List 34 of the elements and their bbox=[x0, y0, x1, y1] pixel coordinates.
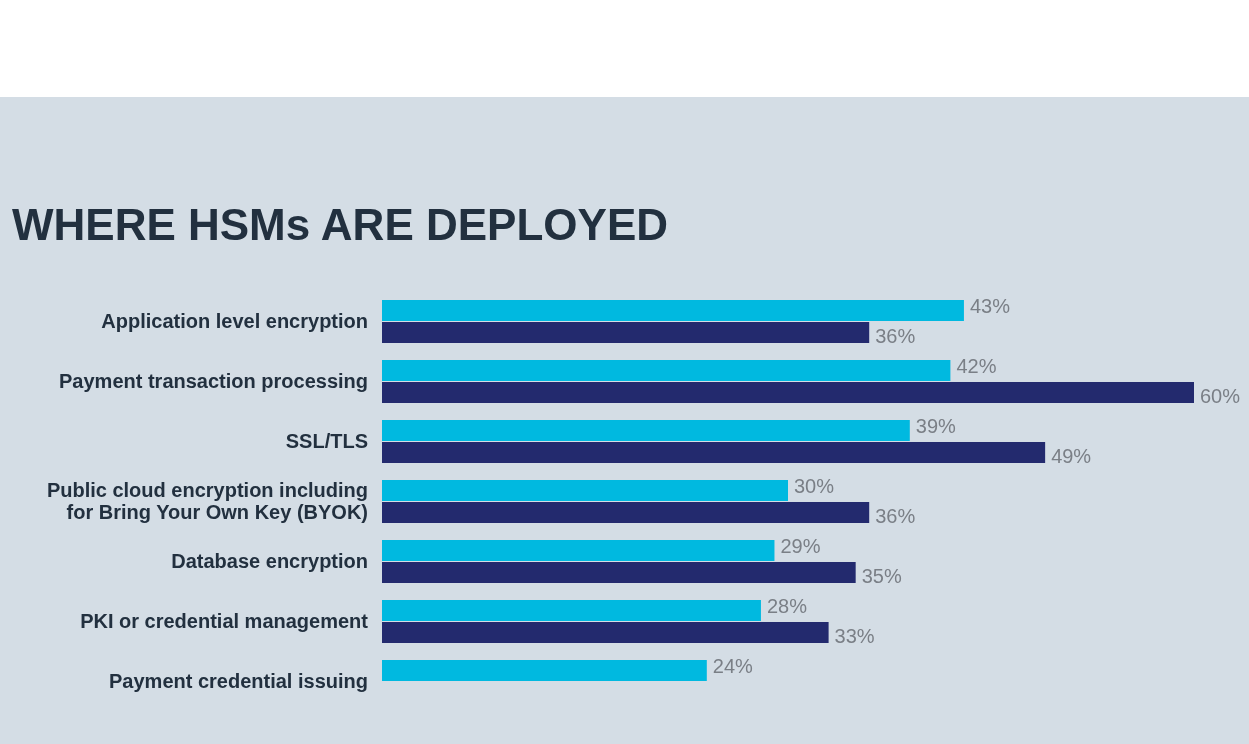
data-label: 39% bbox=[915, 414, 957, 437]
y-tick-label: PKI or credential management bbox=[80, 610, 369, 632]
bar bbox=[382, 300, 964, 321]
y-tick-label: SSL/TLS bbox=[285, 430, 368, 452]
data-label: 49% bbox=[1051, 444, 1092, 467]
bar bbox=[382, 322, 870, 343]
data-label: 24% bbox=[712, 654, 754, 677]
data-label: 43% bbox=[969, 294, 1011, 317]
y-tick-label: Public cloud encryption including for Bring Your Own Key (BYOK) bbox=[46, 479, 368, 523]
data-label: 28% bbox=[766, 594, 808, 617]
y-tick-label: Database encryption bbox=[171, 550, 368, 572]
bar bbox=[382, 622, 829, 643]
data-label: 33% bbox=[834, 624, 875, 647]
bar bbox=[382, 420, 910, 441]
bar bbox=[382, 480, 788, 501]
data-label: 30% bbox=[794, 474, 835, 497]
data-label: 35% bbox=[861, 564, 902, 587]
bar bbox=[382, 600, 761, 621]
y-tick-label: Application level encryption bbox=[101, 310, 368, 332]
data-label: 42% bbox=[956, 354, 997, 377]
chart-title: WHERE HSMs ARE DEPLOYED bbox=[12, 200, 669, 249]
bar bbox=[382, 382, 1194, 403]
bar bbox=[382, 540, 775, 561]
data-label: 29% bbox=[780, 534, 821, 557]
data-label: 36% bbox=[875, 324, 916, 347]
bar bbox=[382, 360, 951, 381]
bar bbox=[382, 442, 1046, 463]
y-tick-label: Payment credential issuing bbox=[109, 670, 368, 692]
data-label: 60% bbox=[1200, 384, 1241, 407]
y-tick-label: Payment transaction processing bbox=[59, 370, 368, 392]
data-label: 36% bbox=[875, 504, 916, 527]
bar bbox=[382, 562, 856, 583]
bar bbox=[382, 502, 870, 523]
bar bbox=[382, 660, 707, 681]
